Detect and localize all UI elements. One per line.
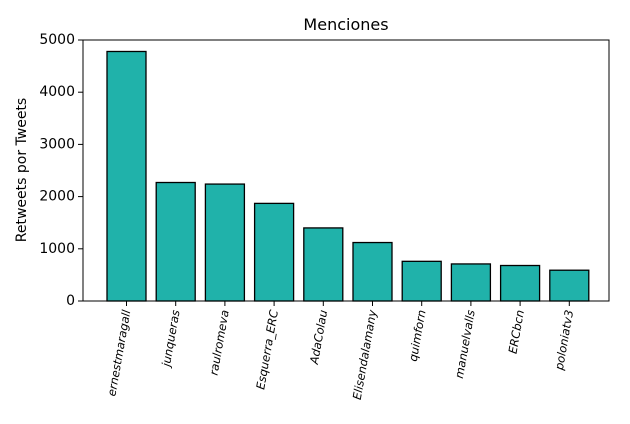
x-axis-ticks: ernestmaragall junqueras raulromeva Esquerr… bbox=[104, 301, 576, 401]
bar-poloniatv3 bbox=[549, 269, 590, 302]
y-tick-label: 5000 bbox=[39, 32, 75, 48]
y-axis-ticks: 0 1000 2000 3000 4000 5000 bbox=[39, 32, 83, 309]
bars-group bbox=[106, 50, 590, 302]
x-tick-label: Elisendalamany bbox=[350, 309, 380, 401]
bar-AdaColau bbox=[303, 227, 344, 302]
x-tick-label: junqueras bbox=[159, 309, 183, 370]
bar-ERCbcn bbox=[499, 264, 541, 302]
x-tick-label: ernestmaragall bbox=[104, 308, 133, 397]
y-axis-label: Retweets por Tweets bbox=[14, 98, 30, 242]
bar-manuelvalls bbox=[450, 263, 492, 302]
plot-frame bbox=[82, 39, 610, 302]
y-tick-label: 0 bbox=[66, 293, 75, 309]
bar-ernestmaragall bbox=[106, 50, 147, 302]
x-tick-label: poloniatv3 bbox=[552, 309, 577, 372]
chart-title: Menciones bbox=[303, 15, 388, 34]
y-tick-label: 3000 bbox=[39, 136, 75, 152]
x-tick-label: Esquerra_ERC bbox=[253, 309, 281, 391]
y-tick-label: 2000 bbox=[39, 189, 75, 205]
bar-junqueras bbox=[155, 181, 196, 302]
x-tick-label: raulromeva bbox=[207, 309, 232, 377]
bar-raulromeva bbox=[204, 183, 246, 302]
bar-Elisendalamany bbox=[352, 241, 393, 302]
x-tick-label: AdaColau bbox=[307, 309, 330, 366]
y-tick-label: 1000 bbox=[39, 241, 75, 257]
x-tick-label: quimforn bbox=[406, 309, 429, 363]
y-tick-label: 4000 bbox=[39, 84, 75, 100]
x-tick-label: manuelvalls bbox=[452, 309, 478, 380]
x-tick-label: ERCbcn bbox=[506, 309, 527, 355]
bar-quimforn bbox=[401, 260, 442, 302]
bar-Esquerra_ERC bbox=[253, 202, 295, 302]
